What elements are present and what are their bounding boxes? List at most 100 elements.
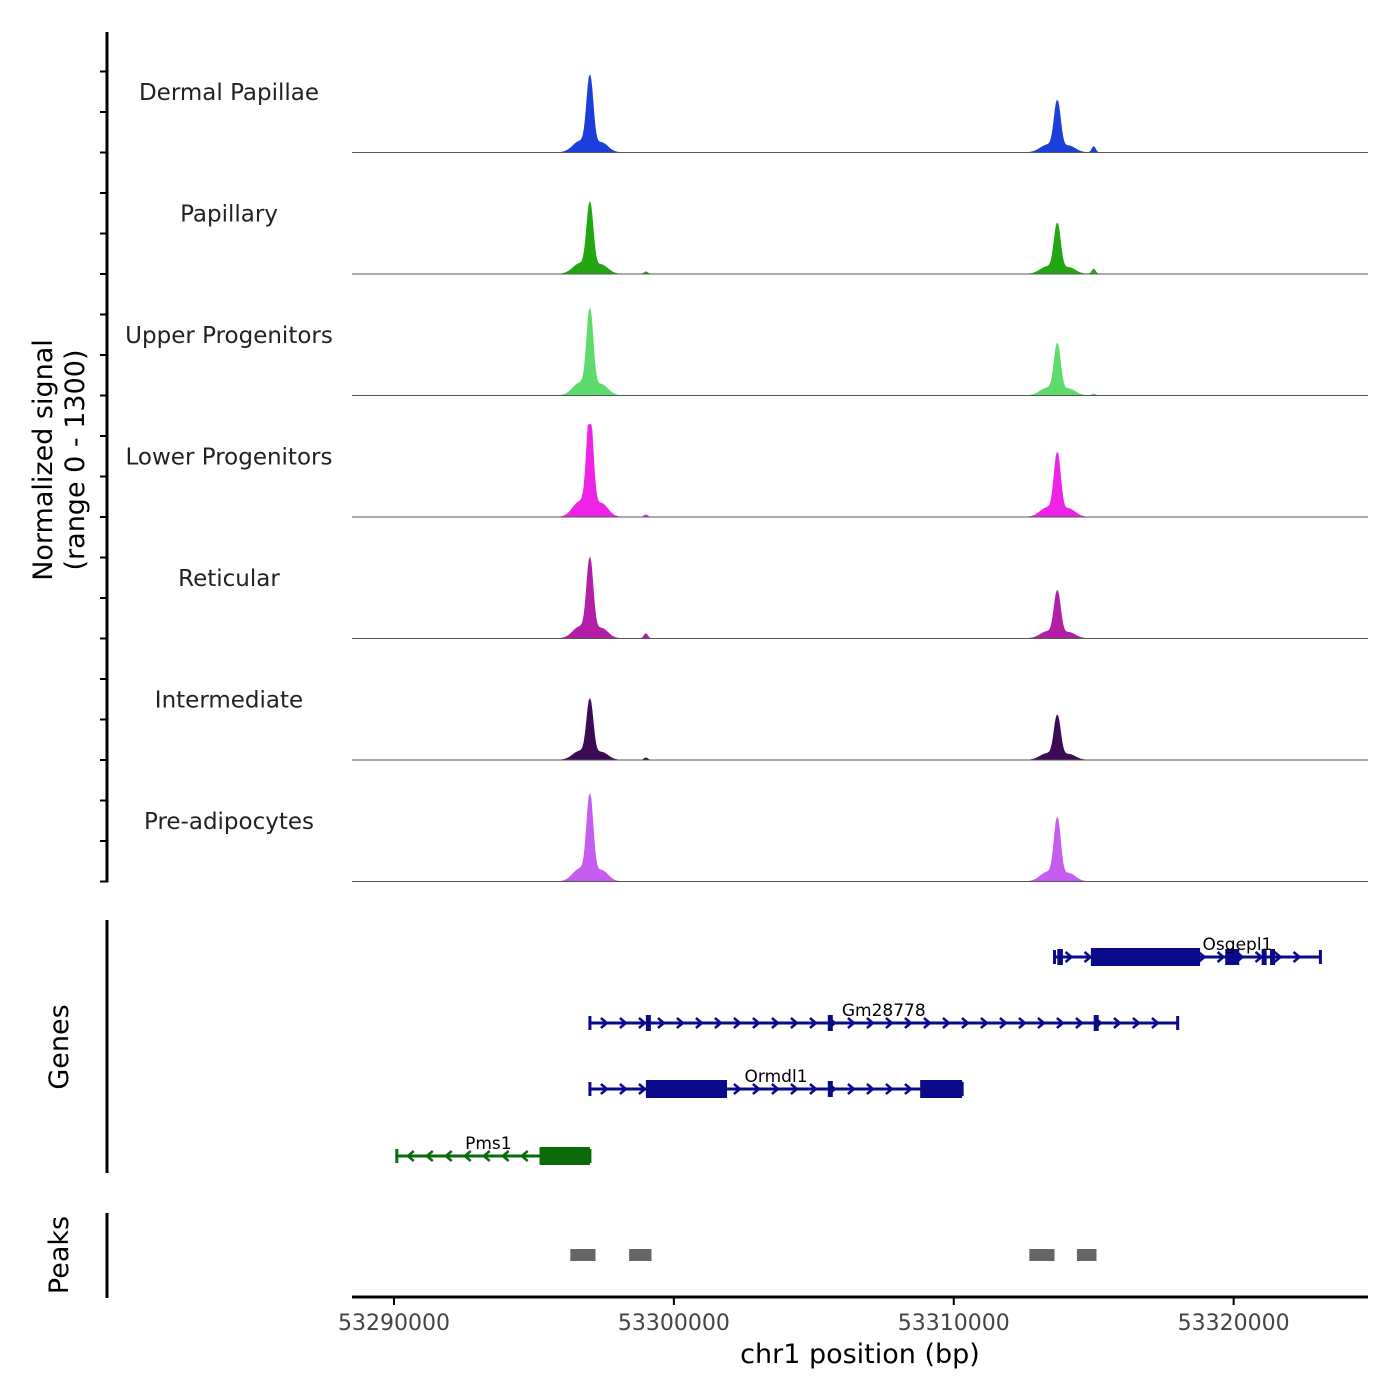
strand-chevron xyxy=(1064,951,1074,963)
strand-chevron xyxy=(923,1017,932,1029)
strand-chevron xyxy=(885,1017,894,1029)
strand-chevron xyxy=(1113,1017,1122,1029)
genes-axis-label: Genes xyxy=(44,1004,75,1089)
gene-exon xyxy=(1093,1015,1099,1031)
peak-region xyxy=(570,1249,596,1261)
gene-exon xyxy=(1261,949,1267,965)
signal-tracks: Dermal Papillae Papillary Upper Progenitor… xyxy=(125,73,1368,882)
strand-chevron xyxy=(657,1017,666,1029)
strand-chevron xyxy=(733,1083,742,1095)
strand-chevron xyxy=(771,1017,780,1029)
track-label: Lower Progenitors xyxy=(126,445,333,471)
gene-annotations: Osgepl1 Gm28778 Ormdl1 Pms1 xyxy=(395,935,1322,1165)
strand-chevron xyxy=(904,1017,913,1029)
signal-track: Upper Progenitors xyxy=(125,307,1368,396)
track-label: Reticular xyxy=(178,566,280,592)
gene-label: Osgepl1 xyxy=(1203,935,1273,955)
strand-chevron xyxy=(1037,1017,1046,1029)
x-axis-label: chr1 position (bp) xyxy=(740,1339,980,1370)
gene-exon xyxy=(645,1015,651,1031)
peak-region xyxy=(1076,1249,1097,1261)
strand-chevron xyxy=(600,1017,609,1029)
track-label: Upper Progenitors xyxy=(125,323,333,349)
strand-chevron xyxy=(481,1150,491,1162)
strand-chevron xyxy=(752,1083,761,1095)
signal-track: Intermediate xyxy=(155,688,1368,761)
strand-chevron xyxy=(1216,951,1226,963)
signal-track: Lower Progenitors xyxy=(126,424,1368,518)
signal-area xyxy=(352,792,1368,882)
strand-chevron xyxy=(695,1017,704,1029)
signal-area xyxy=(352,424,1368,518)
gene-exon xyxy=(1225,949,1240,965)
strand-chevron xyxy=(980,1017,989,1029)
signal-axis-range-label: (range 0 - 1300) xyxy=(60,350,91,571)
signal-area xyxy=(352,200,1368,275)
strand-chevron xyxy=(771,1083,780,1095)
gene-exon xyxy=(1270,949,1276,965)
track-label: Dermal Papillae xyxy=(139,80,319,106)
strand-chevron xyxy=(462,1150,472,1162)
strand-chevron xyxy=(942,1017,951,1029)
x-tick-label: 53290000 xyxy=(338,1311,450,1336)
signal-track: Pre-adipocytes xyxy=(144,792,1368,882)
strand-chevron xyxy=(443,1150,453,1162)
strand-chevron xyxy=(1018,1017,1027,1029)
signal-axis-label: Normalized signal xyxy=(28,339,59,581)
signal-track: Reticular xyxy=(178,556,1368,639)
strand-chevron xyxy=(790,1017,799,1029)
strand-chevron xyxy=(752,1017,761,1029)
gene-model: Gm28778 xyxy=(588,1001,1180,1031)
signal-area xyxy=(352,73,1368,153)
strand-chevron xyxy=(1254,951,1264,963)
gene-exon xyxy=(920,1080,963,1098)
gene-model: Osgepl1 xyxy=(1053,935,1322,966)
strand-chevron xyxy=(1273,951,1283,963)
x-tick-label: 53320000 xyxy=(1178,1311,1290,1336)
strand-chevron xyxy=(405,1150,415,1162)
signal-track: Papillary xyxy=(180,200,1368,275)
strand-chevron xyxy=(1083,951,1093,963)
gene-exon xyxy=(1057,949,1063,965)
strand-chevron xyxy=(1197,951,1207,963)
signal-track: Dermal Papillae xyxy=(139,73,1368,153)
peak-regions xyxy=(570,1249,1097,1261)
strand-chevron xyxy=(619,1083,628,1095)
strand-chevron xyxy=(676,1017,685,1029)
track-label: Papillary xyxy=(180,202,278,228)
strand-chevron xyxy=(519,1150,529,1162)
strand-chevron xyxy=(847,1083,856,1095)
x-tick-label: 53310000 xyxy=(898,1311,1010,1336)
strand-chevron xyxy=(600,1083,609,1095)
x-axis: 53290000 53300000 53310000 53320000 xyxy=(338,1295,1368,1336)
gene-model: Ormdl1 xyxy=(588,1067,964,1098)
strand-chevron xyxy=(790,1083,799,1095)
signal-y-axis xyxy=(100,32,109,883)
strand-chevron xyxy=(714,1017,723,1029)
gene-label: Ormdl1 xyxy=(745,1067,808,1087)
signal-area xyxy=(352,307,1368,396)
peaks-axis-label: Peaks xyxy=(44,1216,75,1294)
track-label: Pre-adipocytes xyxy=(144,809,314,835)
strand-chevron xyxy=(733,1017,742,1029)
gene-exon xyxy=(1090,948,1201,966)
strand-chevron xyxy=(1075,1017,1084,1029)
gene-label: Pms1 xyxy=(465,1134,511,1154)
strand-chevron xyxy=(809,1083,818,1095)
strand-chevron xyxy=(904,1083,913,1095)
strand-chevron xyxy=(638,1017,647,1029)
strand-chevron xyxy=(424,1150,434,1162)
gene-exon xyxy=(827,1081,833,1097)
strand-chevron xyxy=(1132,1017,1141,1029)
strand-chevron xyxy=(866,1017,875,1029)
strand-chevron xyxy=(999,1017,1008,1029)
signal-area xyxy=(352,697,1368,761)
x-tick-label: 53300000 xyxy=(618,1311,730,1336)
strand-chevron xyxy=(619,1017,628,1029)
peak-region xyxy=(1029,1249,1055,1261)
strand-chevron xyxy=(809,1017,818,1029)
gene-exon xyxy=(827,1015,833,1031)
signal-area xyxy=(352,556,1368,639)
